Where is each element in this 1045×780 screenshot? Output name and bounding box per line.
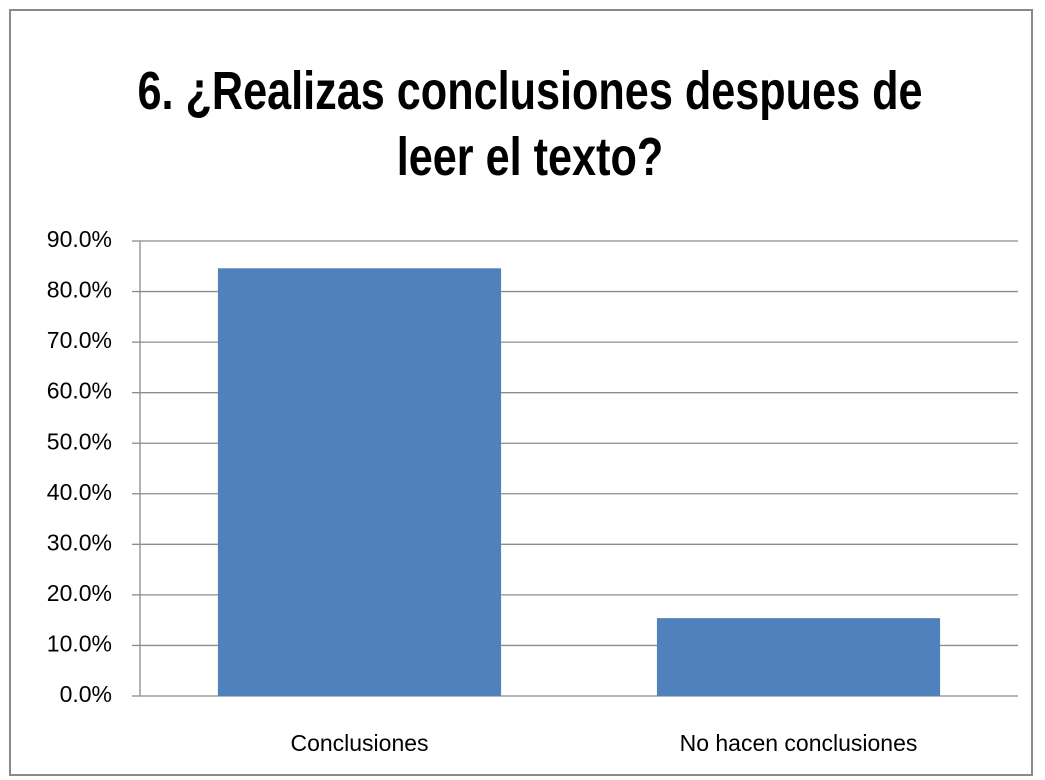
x-tick-label: Conclusiones: [290, 730, 428, 756]
y-tick-label: 80.0%: [47, 277, 112, 303]
y-tick-label: 70.0%: [47, 327, 112, 353]
y-tick-label: 10.0%: [47, 631, 112, 657]
y-tick-label: 30.0%: [47, 529, 112, 555]
y-tick-label: 40.0%: [47, 479, 112, 505]
title-wrap: 6. ¿Realizas conclusiones despues de lee…: [130, 58, 930, 190]
bar: [217, 268, 502, 696]
x-tick-label: No hacen conclusiones: [680, 730, 918, 756]
y-tick-label: 60.0%: [47, 378, 112, 404]
chart-title: 6. ¿Realizas conclusiones despues de lee…: [137, 61, 923, 187]
y-tick-label: 20.0%: [47, 580, 112, 606]
y-tick-label: 50.0%: [47, 428, 112, 454]
bar: [656, 618, 941, 696]
y-tick-label: 0.0%: [60, 681, 112, 707]
chart-frame: [9, 9, 1033, 776]
y-tick-label: 90.0%: [47, 226, 112, 252]
